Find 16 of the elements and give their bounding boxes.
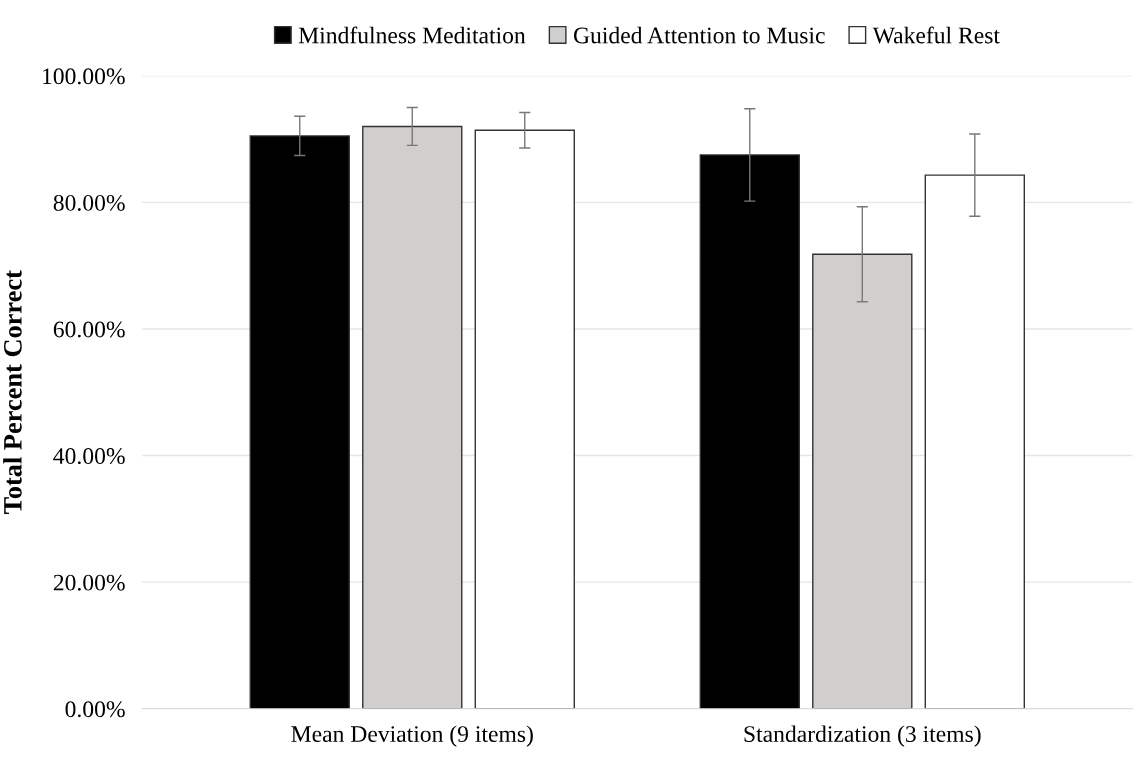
y-tick-label: 60.00%	[53, 321, 125, 338]
y-tick-label: 80.00%	[53, 194, 125, 211]
legend-label: Mindfulness Meditation	[298, 26, 526, 44]
y-axis-title: Total Percent Correct	[3, 270, 22, 514]
y-tick-label: 0.00%	[65, 701, 125, 718]
y-tick-label: 40.00%	[53, 448, 125, 465]
x-tick-label: Standardization (3 items)	[744, 725, 981, 747]
y-tick-label: 100.00%	[43, 68, 125, 85]
bar	[474, 129, 575, 709]
bar	[699, 154, 800, 709]
bar	[924, 174, 1025, 709]
bar	[249, 135, 350, 709]
y-tick-label: 20.00%	[53, 574, 125, 591]
legend-label: Wakeful Rest	[872, 26, 1000, 44]
legend-label: Guided Attention to Music	[573, 26, 825, 44]
x-tick-label: Mean Deviation (9 items)	[291, 725, 533, 747]
